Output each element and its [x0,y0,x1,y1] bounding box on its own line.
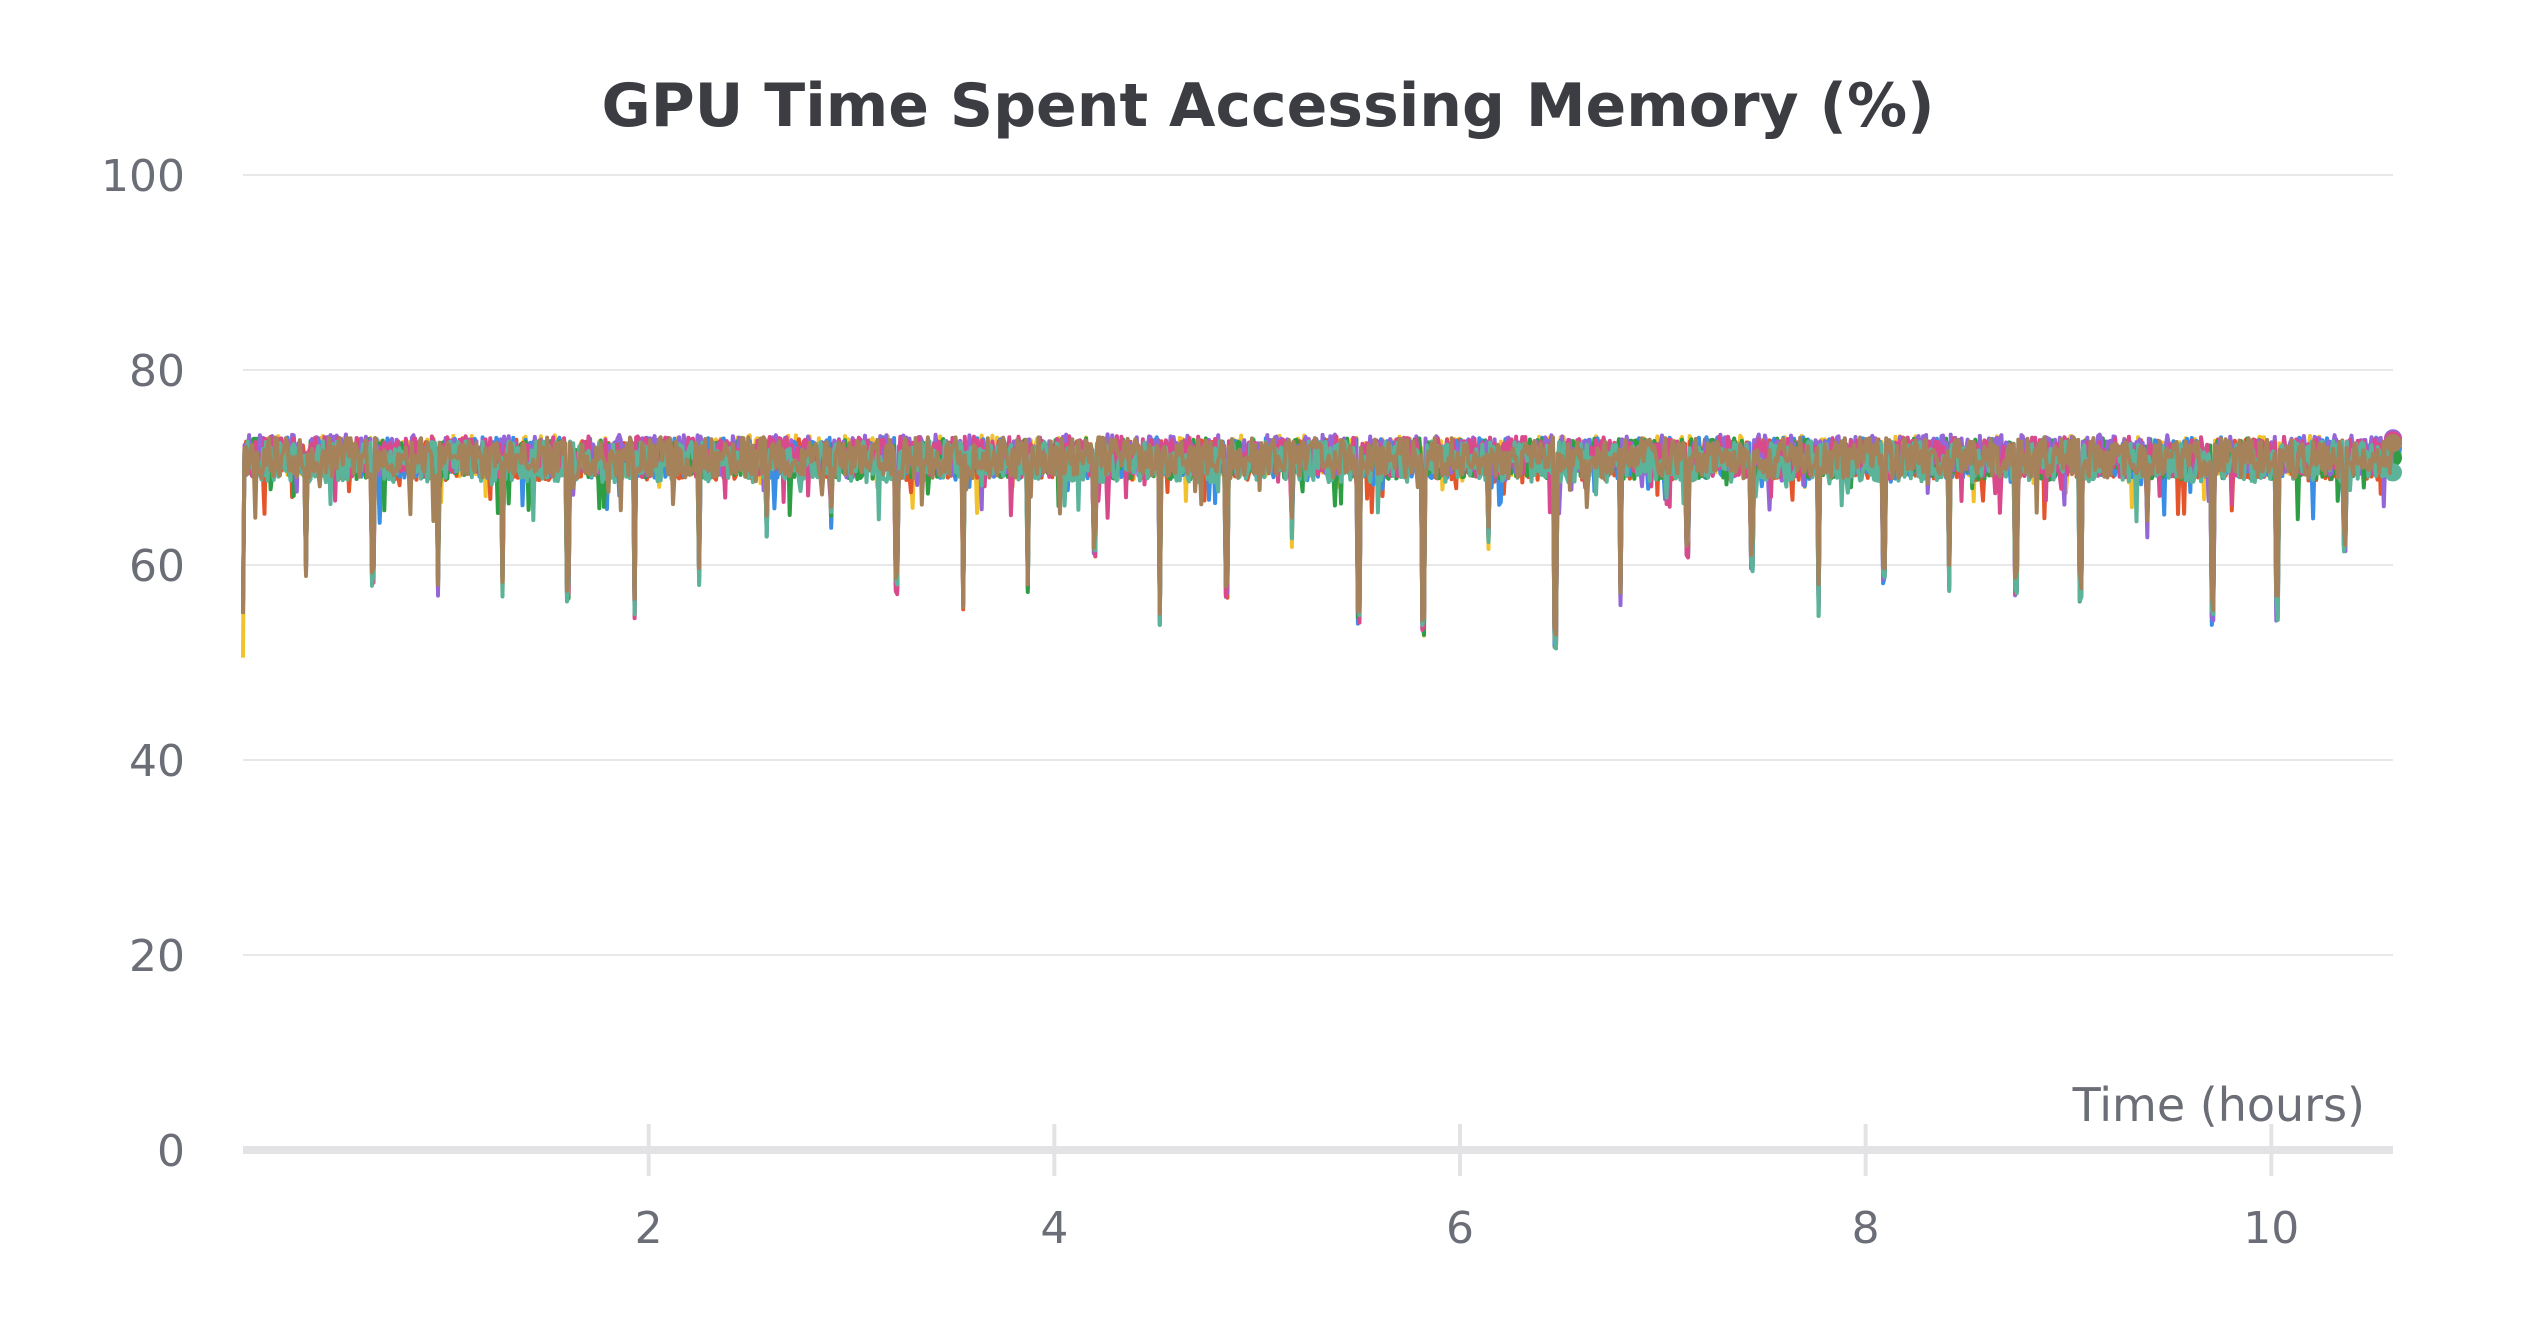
y-tick-label: 100 [101,151,185,202]
x-axis-label: Time (hours) [2072,1078,2365,1132]
x-tick-label: 8 [1852,1203,1880,1254]
y-tick-label: 0 [157,1126,185,1177]
x-tick-label: 6 [1446,1203,1474,1254]
x-tick-label: 10 [2243,1203,2299,1254]
series-end-point [2384,434,2402,453]
gridlines [243,174,2393,956]
series-line [241,435,2395,637]
chart-title: GPU Time Spent Accessing Memory (%) [601,71,1934,141]
y-axis-ticks: 0 20 40 60 80 100 [101,151,185,1177]
y-tick-label: 60 [129,541,185,592]
y-tick-label: 80 [129,346,185,397]
series-layer [241,429,2402,658]
y-tick-label: 40 [129,736,185,787]
x-tick-label: 2 [635,1203,663,1254]
x-axis-ticks: 2 4 6 8 10 [635,1124,2299,1254]
x-tick-label: 4 [1040,1203,1068,1254]
y-tick-label: 20 [129,931,185,982]
